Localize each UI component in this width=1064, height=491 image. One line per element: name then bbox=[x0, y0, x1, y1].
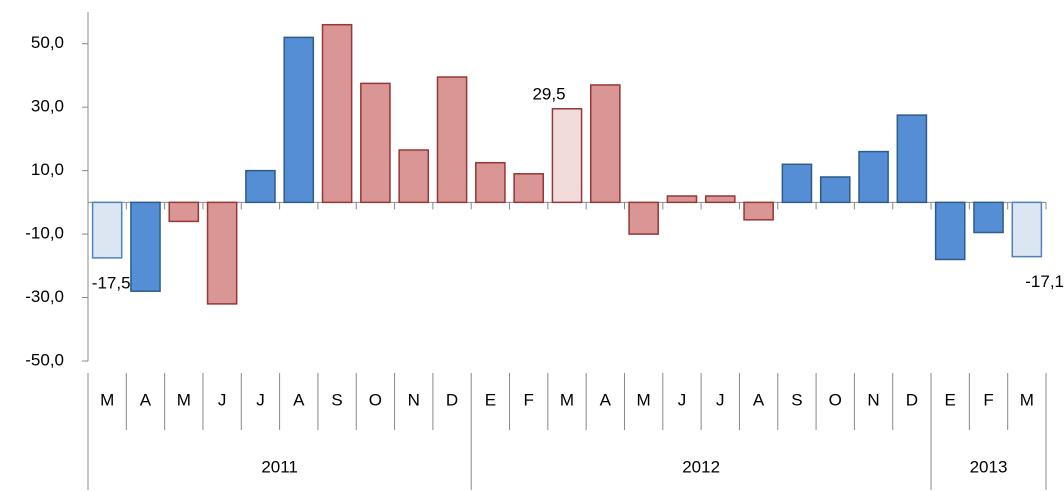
x-tick-label: M bbox=[177, 390, 191, 409]
x-tick-label: M bbox=[100, 390, 114, 409]
x-tick-label: E bbox=[945, 390, 956, 409]
bar bbox=[245, 169, 276, 204]
year-label: 2013 bbox=[970, 457, 1008, 476]
x-tick-label: J bbox=[218, 390, 227, 409]
bar bbox=[398, 149, 430, 204]
bar bbox=[1011, 201, 1043, 258]
y-tick-label: 30,0 bbox=[31, 97, 64, 116]
x-tick-label: O bbox=[829, 390, 842, 409]
x-tick-label: M bbox=[560, 390, 574, 409]
bar bbox=[551, 108, 583, 204]
bar bbox=[168, 201, 200, 223]
x-tick-label: A bbox=[600, 390, 612, 409]
x-tick-label: A bbox=[753, 390, 765, 409]
x-tick-label: S bbox=[331, 390, 342, 409]
bar bbox=[819, 176, 851, 204]
y-tick-label: 50,0 bbox=[31, 33, 64, 52]
x-tick-label: D bbox=[446, 390, 458, 409]
x-tick-label: M bbox=[637, 390, 651, 409]
bar bbox=[475, 161, 506, 204]
bar bbox=[590, 84, 621, 204]
y-tick-label: -10,0 bbox=[25, 224, 64, 243]
y-tick-label: -50,0 bbox=[25, 350, 64, 369]
x-tick-label: J bbox=[678, 390, 687, 409]
x-tick-label: E bbox=[485, 390, 496, 409]
bar bbox=[130, 201, 161, 292]
bar bbox=[283, 36, 315, 204]
data-label: -17,1 bbox=[1025, 272, 1064, 291]
x-tick-label: O bbox=[369, 390, 382, 409]
data-label: -17,5 bbox=[92, 273, 131, 292]
bar bbox=[666, 195, 698, 204]
x-tick-label: F bbox=[983, 390, 993, 409]
bar bbox=[628, 201, 659, 235]
bar bbox=[360, 82, 391, 204]
bar bbox=[743, 201, 774, 221]
bar bbox=[704, 195, 736, 204]
bar bbox=[206, 201, 238, 305]
bar bbox=[321, 23, 353, 204]
x-tick-label: S bbox=[791, 390, 802, 409]
data-label: 29,5 bbox=[532, 84, 565, 103]
bar bbox=[781, 163, 813, 204]
x-tick-label: J bbox=[256, 390, 265, 409]
x-tick-label: M bbox=[1020, 390, 1034, 409]
bar bbox=[91, 201, 123, 259]
x-tick-label: N bbox=[408, 390, 420, 409]
x-tick-label: D bbox=[906, 390, 918, 409]
year-label: 2011 bbox=[261, 457, 298, 476]
x-tick-label: J bbox=[716, 390, 725, 409]
x-tick-label: A bbox=[140, 390, 152, 409]
x-tick-label: A bbox=[293, 390, 305, 409]
bar bbox=[934, 201, 966, 261]
x-tick-label: N bbox=[867, 390, 879, 409]
bar bbox=[513, 173, 544, 204]
bar bbox=[436, 76, 468, 204]
bar bbox=[858, 150, 889, 204]
x-tick-label: F bbox=[523, 390, 533, 409]
y-tick-label: -30,0 bbox=[25, 287, 64, 306]
y-tick-label: 10,0 bbox=[31, 160, 64, 179]
bar bbox=[973, 201, 1004, 234]
bar bbox=[896, 114, 928, 204]
year-label: 2012 bbox=[682, 457, 720, 476]
